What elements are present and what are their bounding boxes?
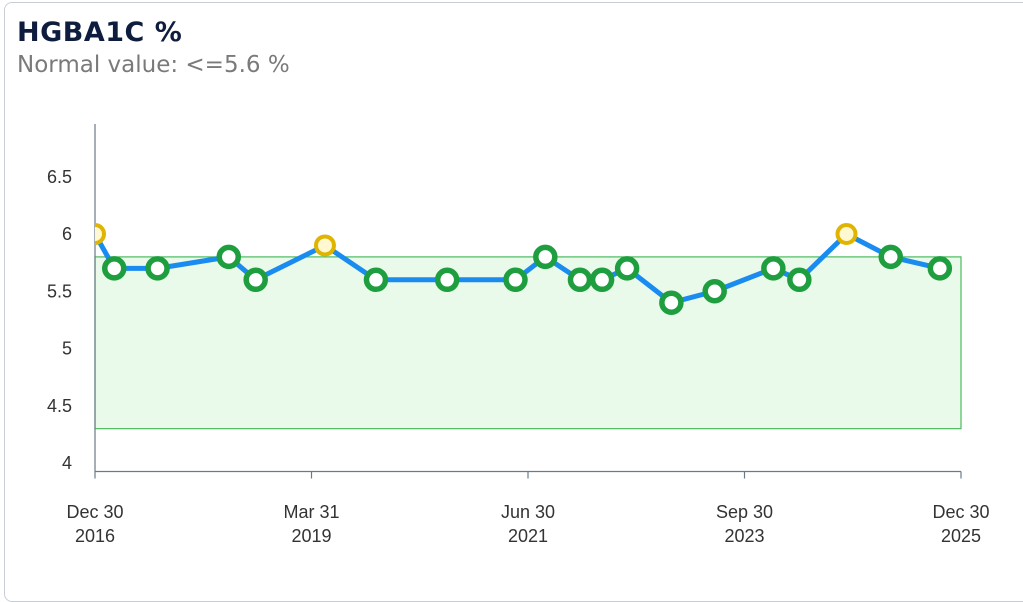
data-point <box>589 267 615 293</box>
data-point <box>216 244 241 270</box>
normal-range-band <box>94 256 962 430</box>
data-point <box>787 267 812 293</box>
data-point-high <box>95 223 106 245</box>
x-tick-label: Sep 30 <box>716 502 773 522</box>
data-point <box>243 267 268 293</box>
data-point <box>101 256 127 281</box>
y-tick-label: 6.5 <box>47 167 72 187</box>
data-point <box>434 267 460 293</box>
data-point <box>878 244 904 270</box>
chart-title: HGBA1C % <box>17 17 183 48</box>
data-point-high <box>313 234 336 257</box>
y-tick-label: 4.5 <box>47 396 72 416</box>
x-tick-label-year: 2025 <box>941 526 981 546</box>
x-tick-label-year: 2016 <box>75 526 115 546</box>
data-point <box>927 256 953 281</box>
data-point <box>614 256 640 281</box>
x-tick-label-year: 2019 <box>291 526 331 546</box>
data-point <box>659 290 684 315</box>
x-tick-label: Jun 30 <box>501 502 555 522</box>
data-point <box>363 267 389 293</box>
chart-subtitle: Normal value: <=5.6 % <box>17 52 290 78</box>
data-point <box>761 256 786 281</box>
y-tick-label: 5 <box>62 339 72 359</box>
line-chart: 4 4.5 5 5.5 6 6.5 Dec 30 2016 Mar 31 2019 Jun 30 20… <box>47 124 990 546</box>
data-point <box>145 256 170 281</box>
data-point <box>533 244 558 270</box>
data-point-high <box>835 223 858 245</box>
y-tick-label: 4 <box>62 453 72 473</box>
data-point <box>567 267 593 293</box>
x-tick-label: Dec 30 <box>66 502 123 522</box>
y-tick-label: 6 <box>62 224 72 244</box>
data-point <box>702 279 727 304</box>
x-tick-label: Dec 30 <box>932 502 989 522</box>
x-tick-label: Mar 31 <box>283 502 339 522</box>
x-tick-label-year: 2023 <box>724 526 764 546</box>
y-tick-label: 5.5 <box>47 281 72 301</box>
data-point <box>503 267 528 293</box>
x-tick-label-year: 2021 <box>508 526 548 546</box>
